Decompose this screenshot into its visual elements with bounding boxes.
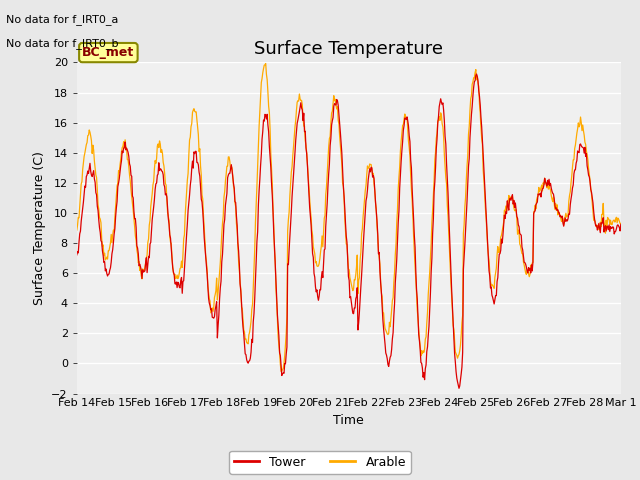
Text: No data for f_IRT0_b: No data for f_IRT0_b — [6, 38, 119, 49]
Y-axis label: Surface Temperature (C): Surface Temperature (C) — [33, 151, 45, 305]
Title: Surface Temperature: Surface Temperature — [254, 40, 444, 58]
Text: No data for f_IRT0_a: No data for f_IRT0_a — [6, 14, 119, 25]
Legend: Tower, Arable: Tower, Arable — [229, 451, 411, 474]
Text: BC_met: BC_met — [82, 46, 134, 59]
X-axis label: Time: Time — [333, 414, 364, 427]
